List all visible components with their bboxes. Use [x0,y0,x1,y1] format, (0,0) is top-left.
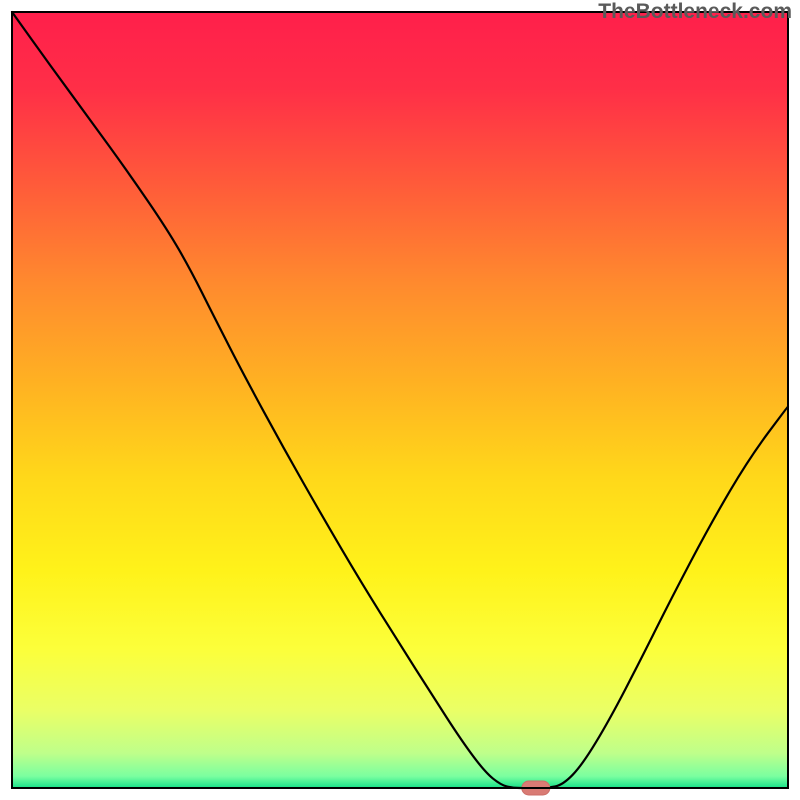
chart-svg [0,0,800,800]
chart-container: TheBottleneck.com [0,0,800,800]
plot-background [12,12,788,788]
